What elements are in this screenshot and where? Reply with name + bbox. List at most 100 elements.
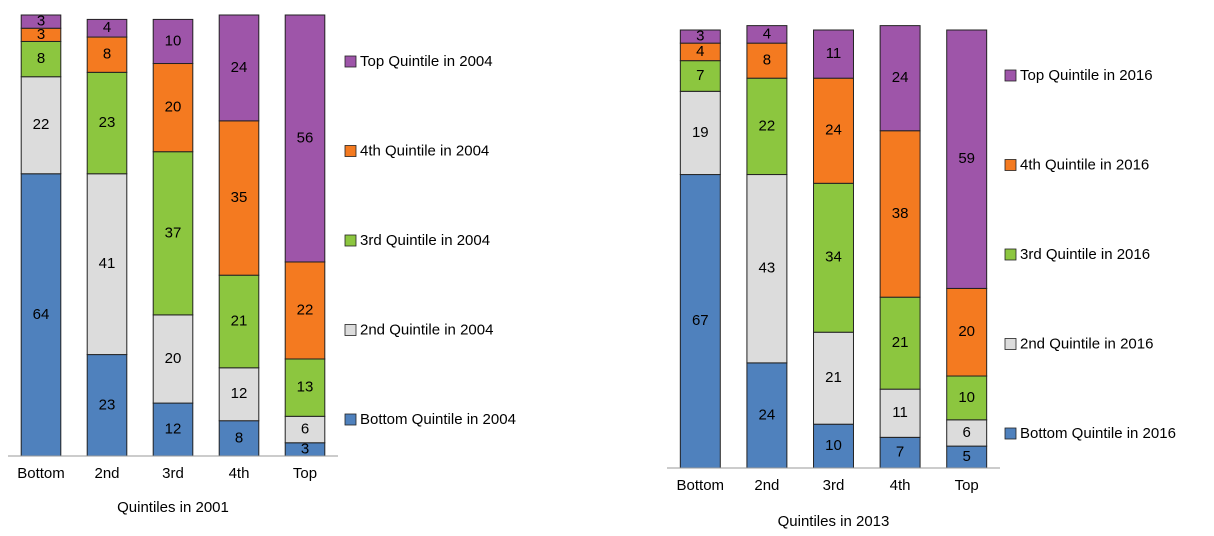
data-label: 7 [696,67,704,84]
bar-segment [218,420,260,457]
legend-swatch [1004,159,1017,171]
bar-segment [86,354,128,457]
data-label: 21 [825,369,842,386]
bar-segment [946,29,988,289]
bar-segment [879,436,921,469]
data-label: 10 [825,437,842,454]
bar-segment [679,29,721,44]
data-label: 37 [165,224,182,241]
x-tick-label: Top [955,477,979,494]
data-label: 12 [165,421,182,438]
data-label: 22 [297,301,314,318]
bar-segment [86,173,128,356]
data-label: 11 [892,404,908,421]
legend-label: 4th Quintile in 2004 [360,142,489,159]
bar-segment [86,18,128,38]
bar-segment [152,151,194,316]
bar-segment [20,173,62,457]
legend-swatch [1004,427,1017,440]
data-label: 23 [99,396,116,413]
bar-segment [879,296,921,390]
data-label: 24 [231,59,248,76]
x-tick-label: Bottom [17,465,65,482]
data-label: 35 [231,189,248,206]
data-label: 24 [759,406,776,423]
data-label: 20 [165,99,182,116]
data-label: 5 [963,448,971,465]
legend-label: 2nd Quintile in 2016 [1020,335,1153,352]
bar-segment [20,14,62,29]
legend-swatch [344,324,357,336]
bar-segment [946,419,988,447]
bar-segment [218,14,260,122]
bar-segment [746,362,788,469]
bar-segment [879,388,921,438]
data-label: 12 [231,385,248,402]
data-label: 23 [99,114,116,131]
bar-segment [284,415,326,444]
x-tick-label: 2nd [754,477,779,494]
legend-label: 3rd Quintile in 2004 [360,232,490,249]
legend-swatch [344,413,357,426]
bar-segment [20,76,62,175]
x-axis-title: Quintiles in 2001 [117,499,229,516]
legend-label: Bottom Quintile in 2004 [360,411,516,428]
data-label: 20 [165,350,182,367]
data-label: 11 [826,45,842,62]
x-tick-label: Top [293,465,317,482]
data-label: 34 [825,249,842,266]
bar-segment [746,77,788,176]
bar-segment [152,314,194,404]
data-label: 4 [103,19,111,36]
data-label: 56 [297,129,314,146]
data-label: 3 [696,28,704,45]
data-label: 59 [958,150,975,167]
data-label: 10 [958,389,975,406]
data-label: 4 [696,43,704,60]
bar-segment [946,287,988,377]
bar-segment [152,402,194,457]
legend-label: Top Quintile in 2004 [360,53,493,70]
data-label: 67 [692,312,709,329]
legend-label: Top Quintile in 2016 [1020,67,1153,84]
x-tick-label: Bottom [677,477,725,494]
data-label: 7 [896,444,904,461]
legend-swatch [1004,69,1017,82]
bar-segment [152,63,194,153]
bar-segment [218,367,260,422]
data-label: 24 [825,122,842,139]
bar-segment [946,375,988,421]
bar-segment [813,29,854,79]
data-label: 22 [759,117,776,134]
x-tick-label: 3rd [823,477,845,494]
legend-label: 2nd Quintile in 2004 [360,321,493,338]
data-label: 21 [231,312,248,329]
data-label: 20 [958,323,975,340]
bar-segment [284,261,326,360]
legend-swatch [1004,248,1017,261]
x-tick-label: 4th [229,465,250,482]
data-label: 64 [33,306,50,323]
data-label: 6 [963,424,971,441]
bar-segment [284,14,326,263]
x-tick-label: 3rd [162,465,184,482]
bar-segment [679,174,721,469]
data-label: 41 [99,255,116,272]
data-label: 24 [892,69,909,86]
data-label: 4 [763,25,771,42]
bar-segment [218,120,260,276]
bar-segment [86,71,128,175]
legend-label: Bottom Quintile in 2016 [1020,425,1176,442]
data-label: 21 [892,334,909,351]
bar-segment [86,36,128,73]
data-label: 38 [892,205,909,222]
x-tick-label: 4th [890,477,911,494]
data-label: 8 [37,50,45,67]
bar-segment [679,60,721,92]
legend-swatch [344,234,357,247]
data-label: 43 [759,260,776,277]
data-label: 3 [37,26,45,43]
legend-swatch [344,145,357,157]
legend-label: 3rd Quintile in 2016 [1020,246,1150,263]
